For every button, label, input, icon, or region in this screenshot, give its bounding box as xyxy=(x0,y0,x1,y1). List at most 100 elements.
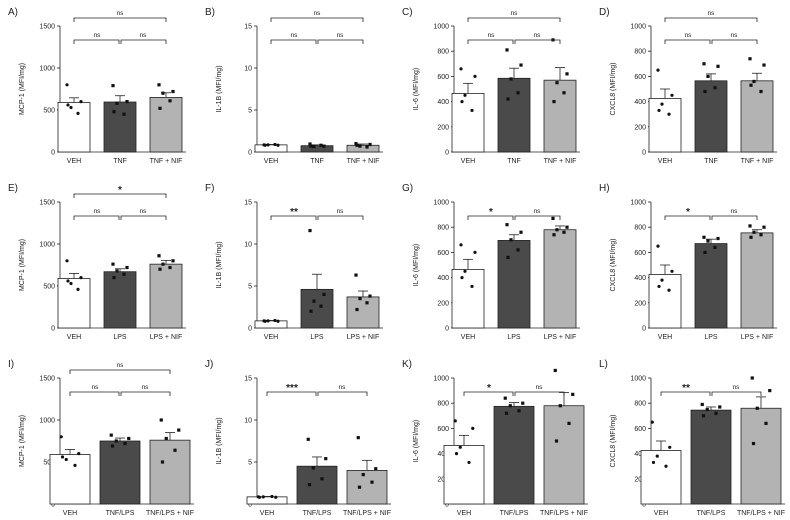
x-tick-label: TNF/LPS + NIF xyxy=(737,510,785,517)
bar-1 xyxy=(103,271,137,329)
data-point xyxy=(161,262,165,266)
data-point xyxy=(111,262,115,266)
bar-2 xyxy=(543,79,577,153)
data-point xyxy=(650,420,654,424)
panel-label: A) xyxy=(8,7,18,18)
data-point xyxy=(125,100,129,104)
chart-panel-a: A) MCP-1 (MFI/mg) 0 500 1000 1500 VEH TNF TNF + … xyxy=(8,7,186,165)
panel-label: L) xyxy=(599,359,608,370)
x-tick-label: TNF/LPS xyxy=(500,510,529,517)
data-point xyxy=(308,142,312,146)
data-point xyxy=(319,304,323,308)
data-point xyxy=(459,243,463,247)
significance-label: ns xyxy=(94,32,102,39)
chart-panel-k: K) IL-6 (MFI/mg) 0 200 400 600 800 1000 VEH TNF/L… xyxy=(402,359,588,517)
data-point xyxy=(471,426,475,430)
data-point xyxy=(470,284,474,289)
y-tick-label: 400 xyxy=(634,451,646,458)
x-tick-label: LPS xyxy=(310,334,324,341)
data-point xyxy=(473,250,477,254)
y-axis-label: IL-1B (MFI/mg) xyxy=(216,241,223,288)
data-point xyxy=(703,250,707,254)
chart-panel-l: L) CXCL8 (MFI/mg) 0 200 400 600 800 1000 VEH TNF/… xyxy=(599,359,785,517)
data-point xyxy=(354,142,358,146)
data-point xyxy=(273,318,277,323)
data-point xyxy=(748,224,752,228)
significance-label: ns xyxy=(337,32,345,39)
data-point xyxy=(158,106,162,110)
x-tick-label: VEH xyxy=(658,158,672,165)
data-point xyxy=(571,392,575,396)
significance-bracket xyxy=(69,369,171,374)
significance-bracket xyxy=(120,391,171,396)
x-tick-label: LPS xyxy=(507,334,521,341)
significance-bracket xyxy=(73,193,167,198)
data-point xyxy=(66,103,70,107)
y-tick-label: 15 xyxy=(244,24,252,31)
bar-2 xyxy=(740,232,774,329)
y-tick-label: 0 xyxy=(642,150,646,157)
y-tick-label: 1000 xyxy=(630,200,646,207)
bar-0 xyxy=(246,496,288,505)
data-point xyxy=(553,368,557,373)
x-tick-label: VEH xyxy=(67,158,81,165)
data-point xyxy=(473,74,477,78)
y-tick-label: 0 xyxy=(248,150,252,157)
data-point xyxy=(274,495,278,499)
data-point xyxy=(273,142,277,147)
bar-0 xyxy=(49,454,91,505)
significance-bracket xyxy=(514,39,561,44)
y-tick-label: 600 xyxy=(634,426,646,433)
significance-bracket xyxy=(664,215,711,220)
data-point xyxy=(357,485,362,489)
significance-label: ns xyxy=(117,362,125,369)
data-point xyxy=(516,248,520,252)
significance-label: ** xyxy=(682,383,690,394)
data-point xyxy=(702,62,706,66)
significance-bracket xyxy=(467,215,514,220)
x-tick-label: TNF/LPS xyxy=(697,510,726,517)
data-point xyxy=(64,457,68,462)
data-point xyxy=(565,225,569,229)
data-point xyxy=(660,278,664,282)
data-point xyxy=(768,389,772,393)
y-tick-label: 1000 xyxy=(433,24,449,31)
data-point xyxy=(370,480,374,484)
significance-bracket xyxy=(270,17,364,22)
significance-bracket xyxy=(711,39,758,44)
bar-1 xyxy=(694,80,728,153)
data-point xyxy=(69,281,73,286)
significance-label: ns xyxy=(534,32,542,39)
y-axis-label: IL-1B (MFI/mg) xyxy=(216,417,223,464)
data-point xyxy=(276,143,280,147)
data-point xyxy=(308,228,312,233)
y-tick-label: 1500 xyxy=(39,376,55,383)
significance-label: ns xyxy=(140,32,148,39)
data-point xyxy=(112,110,116,114)
x-tick-label: LPS + NIF xyxy=(347,334,379,341)
data-point xyxy=(355,143,359,147)
significance-label: ns xyxy=(337,208,345,215)
data-point xyxy=(354,273,358,277)
y-tick-label: 500 xyxy=(43,284,55,291)
y-tick-label: 1000 xyxy=(39,66,55,73)
data-point xyxy=(656,244,660,248)
data-point xyxy=(368,142,372,147)
bar-2 xyxy=(543,405,585,505)
data-point xyxy=(171,259,175,263)
data-point xyxy=(664,464,668,468)
data-point xyxy=(115,269,119,273)
y-tick-label: 0 xyxy=(51,326,55,333)
significance-bracket xyxy=(514,215,561,220)
data-point xyxy=(713,245,717,249)
data-point xyxy=(266,319,270,323)
y-tick-label: 1000 xyxy=(39,242,55,249)
data-point xyxy=(458,445,462,449)
x-tick-label: VEH xyxy=(658,334,672,341)
data-point xyxy=(656,68,660,72)
chart-panel-e: E) MCP-1 (MFI/mg) 0 500 1000 1500 VEH LPS LPS + … xyxy=(8,183,186,341)
data-point xyxy=(307,483,312,487)
y-tick-label: 1000 xyxy=(630,24,646,31)
significance-label: * xyxy=(489,207,493,218)
x-tick-label: LPS + NIF xyxy=(150,334,182,341)
